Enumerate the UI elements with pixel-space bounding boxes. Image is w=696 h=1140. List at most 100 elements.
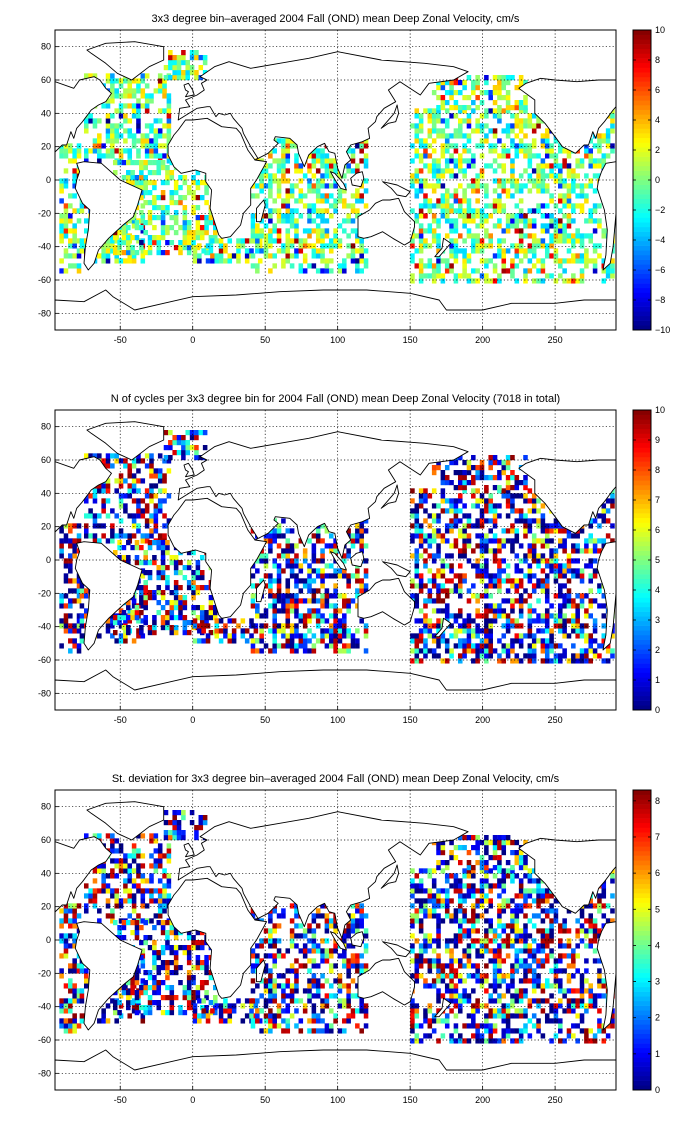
data-cell xyxy=(558,618,563,624)
data-cell xyxy=(59,223,64,229)
data-cell xyxy=(418,533,424,539)
std-deviation-map-panel: St. deviation for 3x3 degree bin–average… xyxy=(38,773,660,1105)
data-cell xyxy=(584,173,589,179)
landmass-antarctica xyxy=(55,669,616,710)
data-cell xyxy=(431,623,437,629)
data-cell xyxy=(558,183,563,189)
data-cell xyxy=(294,198,299,204)
data-cell xyxy=(505,528,511,534)
data-cell xyxy=(457,80,463,86)
data-cell xyxy=(579,278,585,284)
colorbar-swatch xyxy=(633,137,651,143)
data-cell xyxy=(531,543,537,549)
data-cell xyxy=(249,248,254,254)
data-cell xyxy=(76,913,82,919)
data-cell xyxy=(346,608,351,614)
data-cell xyxy=(59,973,64,979)
data-cell xyxy=(505,588,511,594)
data-cell xyxy=(453,173,459,179)
data-cell xyxy=(214,623,220,629)
data-cell xyxy=(510,258,515,264)
data-cell xyxy=(553,643,559,649)
data-cell xyxy=(311,578,317,584)
data-cell xyxy=(83,123,89,129)
data-cell xyxy=(544,658,550,664)
data-cell xyxy=(182,595,188,601)
data-cell xyxy=(510,268,515,274)
data-cell xyxy=(127,463,133,469)
data-cell xyxy=(346,528,351,534)
data-cell xyxy=(147,240,153,246)
data-cell xyxy=(440,598,446,604)
data-cell xyxy=(579,233,585,239)
data-cell xyxy=(462,538,467,544)
data-cell xyxy=(182,600,188,606)
data-cell xyxy=(571,568,576,574)
data-cell xyxy=(311,543,317,549)
data-cell xyxy=(182,235,188,241)
data-cell xyxy=(114,88,119,94)
data-cell xyxy=(165,165,170,171)
data-cell xyxy=(355,213,360,219)
data-cell xyxy=(255,603,260,609)
data-cell xyxy=(523,513,528,519)
data-cell xyxy=(566,193,572,199)
data-cell xyxy=(418,123,424,129)
data-cell xyxy=(584,153,589,159)
data-cell xyxy=(324,258,330,264)
data-cell xyxy=(423,153,428,159)
data-cell xyxy=(588,148,594,154)
data-cell xyxy=(558,588,563,594)
data-cell xyxy=(328,533,334,539)
data-cell xyxy=(431,138,437,144)
data-cell xyxy=(359,538,364,544)
data-cell xyxy=(162,78,167,84)
data-cell xyxy=(427,198,433,204)
data-cell xyxy=(201,638,206,644)
data-cell xyxy=(76,618,82,624)
data-cell xyxy=(540,503,546,509)
data-cell xyxy=(169,240,175,246)
data-cell xyxy=(110,143,115,149)
data-cell xyxy=(457,480,463,486)
data-cell xyxy=(302,583,308,589)
data-cell xyxy=(178,245,183,251)
data-cell xyxy=(156,170,162,176)
data-cell xyxy=(527,208,533,214)
data-cell xyxy=(263,183,269,189)
data-cell xyxy=(143,185,148,191)
data-cell xyxy=(199,615,205,621)
data-cell xyxy=(414,643,420,649)
data-cell xyxy=(610,538,615,544)
data-cell xyxy=(127,148,133,154)
data-cell xyxy=(328,243,334,249)
data-cell xyxy=(191,605,196,611)
data-cell xyxy=(165,580,170,586)
data-cell xyxy=(88,113,93,119)
data-cell xyxy=(544,593,550,599)
data-cell xyxy=(63,908,69,914)
data-cell xyxy=(601,593,607,599)
data-cell xyxy=(173,570,179,576)
data-cell xyxy=(178,570,183,576)
data-cell xyxy=(536,498,541,504)
data-cell xyxy=(410,593,415,599)
data-cell xyxy=(475,173,480,179)
data-cell xyxy=(579,183,585,189)
data-cell xyxy=(149,488,154,494)
data-cell xyxy=(531,138,537,144)
data-cell xyxy=(114,253,119,259)
data-cell xyxy=(558,168,563,174)
data-cell xyxy=(527,143,533,149)
data-cell xyxy=(492,158,498,164)
data-cell xyxy=(105,238,111,244)
data-cell xyxy=(462,503,467,509)
data-cell xyxy=(105,873,111,879)
data-cell xyxy=(527,618,533,624)
data-cell xyxy=(63,533,69,539)
data-cell xyxy=(227,633,233,639)
data-cell xyxy=(350,148,356,154)
data-cell xyxy=(105,488,111,494)
data-cell xyxy=(488,213,493,219)
data-cell xyxy=(440,198,446,204)
